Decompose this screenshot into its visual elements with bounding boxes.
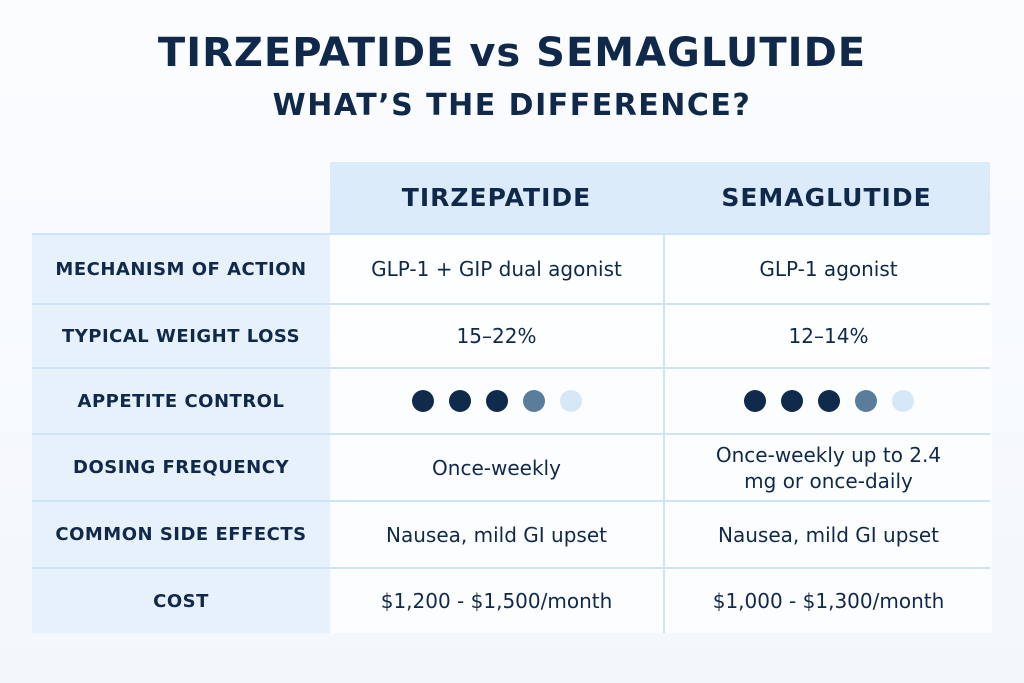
rating-cell: [663, 369, 992, 433]
rating-dot-full: [817, 390, 840, 412]
value-cell: GLP-1 + GIP dual agonist: [330, 235, 663, 303]
cell-text: $1,200 - $1,500/month: [380, 589, 613, 613]
table-row: APPETITE CONTROL: [32, 367, 992, 433]
value-cell: Once-weekly up to 2.4 mg or once-daily: [663, 435, 992, 500]
value-cell: 15–22%: [330, 305, 663, 367]
row-label: COMMON SIDE EFFECTS: [32, 502, 330, 567]
rating-dot-empty: [891, 390, 914, 412]
value-cell: $1,200 - $1,500/month: [330, 569, 663, 633]
table-row: MECHANISM OF ACTION GLP-1 + GIP dual agon…: [32, 233, 992, 303]
rating-dot-partial: [854, 390, 877, 412]
row-label: COST: [32, 569, 330, 633]
cell-text: Nausea, mild GI upset: [386, 522, 607, 547]
table-row: COMMON SIDE EFFECTS Nausea, mild GI upset…: [32, 500, 992, 567]
row-label: APPETITE CONTROL: [32, 369, 330, 433]
page-title: TIRZEPATIDE vs SEMAGLUTIDE: [157, 30, 867, 76]
cell-text: 15–22%: [456, 324, 537, 348]
table-row: COST $1,200 - $1,500/month $1,000 - $1,300…: [32, 567, 992, 633]
value-cell: 12–14%: [663, 305, 992, 367]
column-header-tirzepatide: TIRZEPATIDE: [330, 162, 663, 233]
value-cell: Once-weekly: [330, 435, 663, 500]
rating-dot-full: [485, 390, 508, 412]
cell-text: GLP-1 agonist: [759, 257, 898, 281]
row-label: DOSING FREQUENCY: [32, 435, 330, 500]
rating-dot-empty: [559, 390, 582, 412]
column-header-semaglutide: SEMAGLUTIDE: [663, 162, 990, 233]
rating-dot-full: [411, 390, 434, 412]
rating-dot-partial: [522, 390, 545, 412]
cell-text: GLP-1 + GIP dual agonist: [371, 257, 622, 281]
value-cell: Nausea, mild GI upset: [330, 502, 663, 567]
table-row: DOSING FREQUENCY Once-weekly Once-weekly u…: [32, 433, 992, 500]
row-label: TYPICAL WEIGHT LOSS: [32, 305, 330, 367]
page-subtitle: WHAT’S THE DIFFERENCE?: [272, 88, 752, 123]
cell-text: $1,000 - $1,300/month: [712, 589, 945, 613]
value-cell: GLP-1 agonist: [663, 235, 992, 303]
appetite-rating: [743, 390, 914, 412]
rating-cell: [330, 369, 663, 433]
value-cell: Nausea, mild GI upset: [663, 502, 992, 567]
rating-dot-full: [780, 390, 803, 412]
cell-text: 12–14%: [788, 324, 869, 348]
rating-dot-full: [743, 390, 766, 412]
appetite-rating: [411, 390, 582, 412]
cell-text: Once-weekly up to 2.4 mg or once-daily: [715, 442, 942, 493]
cell-text: Once-weekly: [432, 455, 561, 480]
rating-dot-full: [448, 390, 471, 412]
table-row: TYPICAL WEIGHT LOSS 15–22% 12–14%: [32, 303, 992, 367]
cell-text: Nausea, mild GI upset: [718, 522, 939, 547]
value-cell: $1,000 - $1,300/month: [663, 569, 992, 633]
row-label: MECHANISM OF ACTION: [32, 235, 330, 303]
